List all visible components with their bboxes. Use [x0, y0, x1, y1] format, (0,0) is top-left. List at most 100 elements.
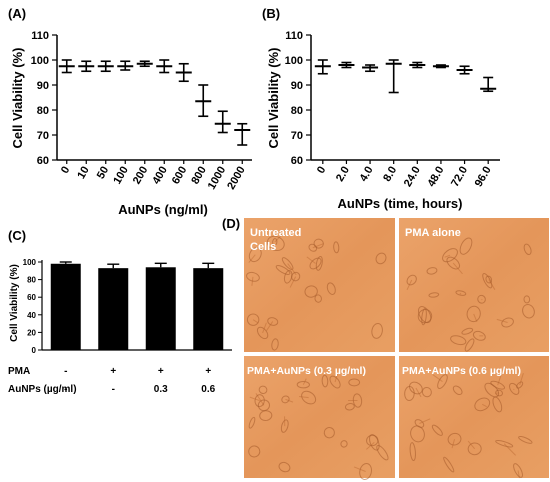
cell-shape [455, 290, 467, 296]
cell-process [334, 373, 338, 383]
cell-process [432, 374, 443, 382]
chart-b: 60 70 80 90 100 110 0 2.0 4.0 8.0 24.0 48.0 72.0 96.0 [285, 30, 500, 189]
cell-shape [421, 386, 432, 398]
cell-shape [371, 322, 383, 339]
cell-shape [246, 271, 260, 282]
cell-shape [315, 255, 323, 271]
cell-process [406, 279, 413, 291]
cell-shape [256, 326, 269, 340]
cell-process [262, 322, 267, 334]
cell-shape [283, 270, 293, 284]
chart-c-aunps-value: 0.6 [201, 384, 215, 395]
cell-shape [344, 402, 355, 411]
panel-d-letter: (D) [222, 216, 240, 231]
cell-shape [417, 309, 433, 324]
cell-shape [467, 442, 482, 456]
chart-b-ytick-label: 110 [285, 30, 303, 42]
cell-process [517, 470, 520, 479]
cell-shape [321, 374, 329, 388]
chart-b-ytick-label: 80 [291, 105, 303, 117]
cell-shape [410, 425, 425, 443]
cell-shape [352, 393, 363, 408]
cell-shape [326, 282, 336, 295]
chart-c-pma-value: + [110, 366, 116, 377]
cell-shape [323, 427, 335, 439]
chart-c-aunps-value: - [64, 384, 67, 395]
cell-shape [437, 374, 448, 389]
chart-c-row-label-pma: PMA [8, 366, 30, 377]
cell-shape [417, 306, 432, 324]
chart-b-xtick-label: 2.0 [334, 165, 352, 184]
cell-process [306, 256, 316, 264]
cell-shape [259, 410, 273, 422]
cell-process [513, 388, 515, 391]
cell-process [251, 276, 254, 286]
cell-process [452, 262, 463, 275]
chart-a-xtick-label: 10 [75, 165, 92, 182]
cell-process [312, 243, 324, 249]
cell-shape [409, 381, 423, 395]
cell-shape [275, 264, 291, 275]
cell-process [459, 292, 462, 295]
cell-process [289, 276, 297, 288]
chart-a-xtick-label: 1000 [206, 165, 229, 192]
chart-a-xtick-label: 100 [111, 165, 131, 187]
chart-b-xtick-label: 24.0 [402, 165, 423, 190]
cell-shape [278, 461, 291, 473]
cell-shape [369, 434, 380, 451]
panel-c-letter: (C) [8, 228, 26, 243]
micrograph-grid: Untreated Cells PMA alone PMA+AuNPs (0.3… [244, 218, 549, 480]
cell-process [467, 440, 476, 450]
cell-shape [474, 397, 491, 412]
cell-process [503, 443, 517, 456]
cell-shape [522, 304, 535, 319]
cell-process [366, 441, 375, 450]
cell-shape [452, 385, 463, 396]
chart-c-bar [145, 267, 176, 350]
cell-shape [447, 432, 462, 446]
cell-shape [272, 238, 278, 247]
chart-b-xtick-label: 4.0 [358, 165, 376, 184]
cell-process [353, 466, 366, 472]
cell-shape [477, 294, 486, 304]
cell-shape [490, 380, 506, 390]
chart-c-bar [50, 263, 81, 350]
chart-a-xtick-label: 200 [131, 165, 151, 187]
cell-shape [516, 381, 524, 389]
cell-shape [281, 257, 294, 270]
cell-shape [461, 327, 474, 335]
cell-shape [485, 275, 493, 284]
cell-process [299, 395, 309, 399]
chart-c-ytick-label: 100 [23, 258, 37, 267]
cell-process [473, 313, 478, 322]
cell-shape [431, 424, 443, 436]
micrograph-label-untreated-1: Untreated [250, 227, 301, 239]
micrograph-pma-alone [399, 218, 549, 352]
cell-process [415, 387, 422, 398]
cell-shape [523, 243, 532, 256]
cell-process [249, 396, 260, 402]
cell-process [488, 279, 496, 290]
cell-shape [409, 442, 416, 462]
cell-shape [375, 252, 387, 265]
cell-process [248, 254, 256, 263]
cell-shape [376, 444, 389, 461]
chart-c-aunps-value: 0.3 [154, 384, 168, 395]
chart-b-ytick-label: 60 [291, 155, 303, 167]
chart-c-ytick-label: 60 [27, 293, 36, 302]
cell-shape [271, 338, 279, 351]
cell-shape [464, 338, 475, 352]
micrograph-pma-aunps-06 [399, 356, 549, 478]
cell-shape [280, 419, 289, 433]
chart-c-ytick-label: 80 [27, 276, 36, 285]
cell-process [274, 233, 284, 243]
cell-shape [254, 394, 265, 408]
micrograph-untreated [244, 218, 395, 352]
cell-shape [406, 274, 417, 286]
cell-shape [304, 285, 318, 298]
chart-b-ytick-label: 90 [291, 80, 303, 92]
chart-a-ylabel: Cell Viability (%) [10, 48, 25, 149]
micrograph-pma-aunps-03 [244, 356, 395, 478]
chart-c-aunps-value: - [112, 384, 115, 395]
chart-c-row-label-aunps: AuNPs (µg/ml) [8, 384, 77, 395]
